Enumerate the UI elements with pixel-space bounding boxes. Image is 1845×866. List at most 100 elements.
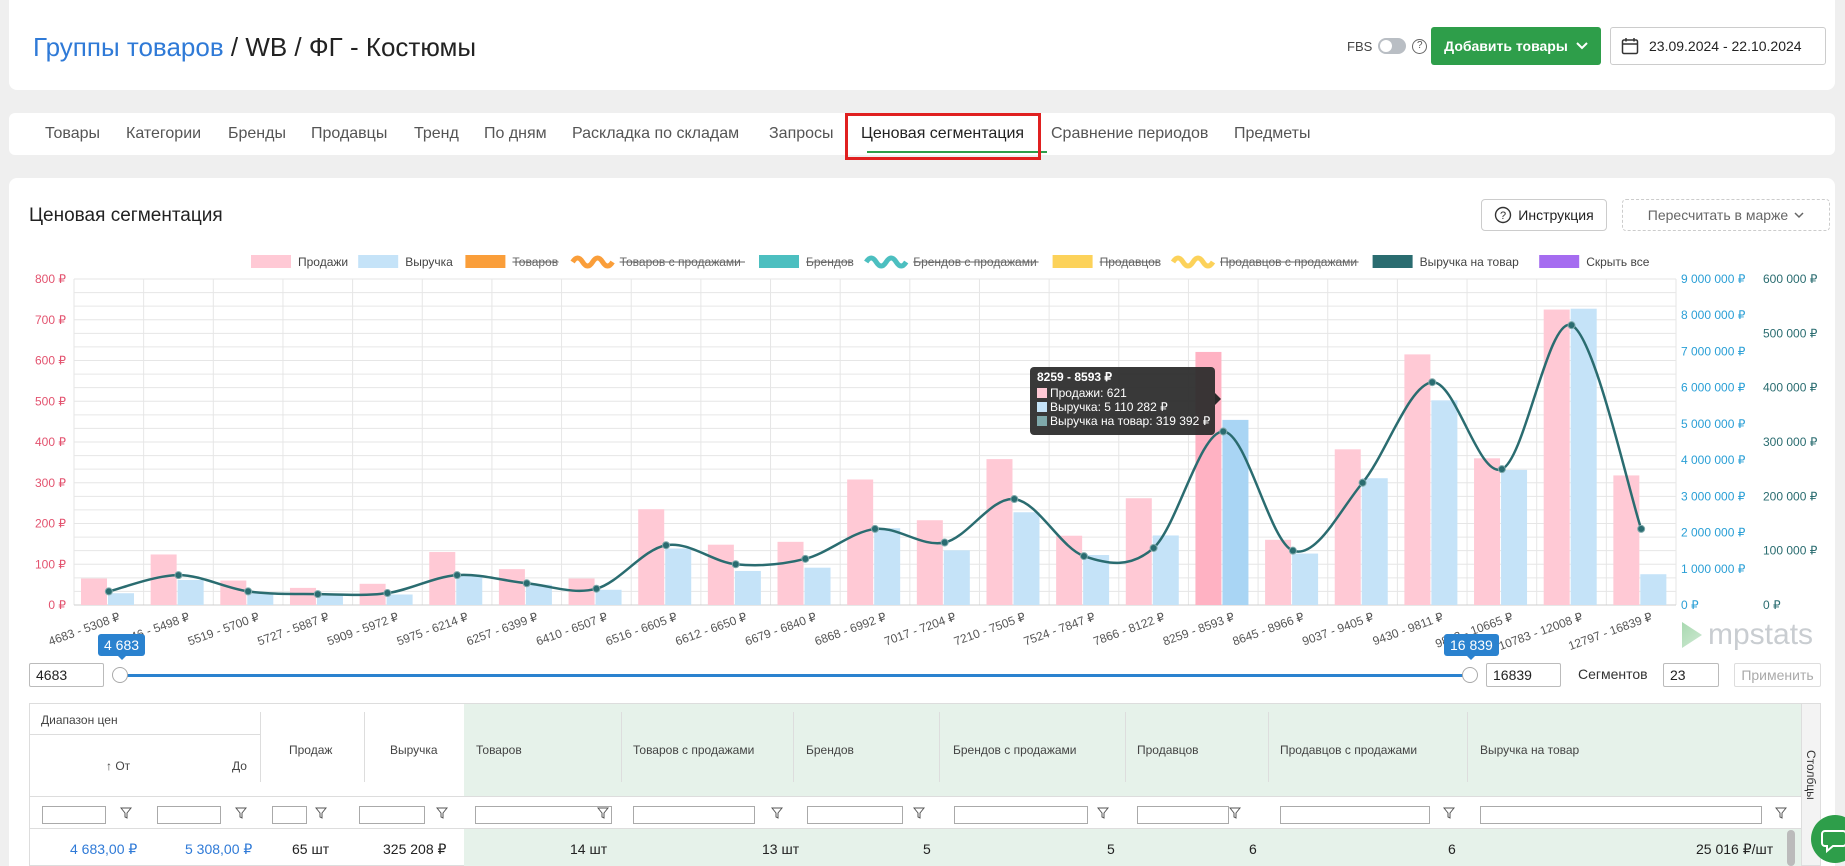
header-divider xyxy=(30,734,260,735)
column-filter-input[interactable] xyxy=(1480,806,1762,824)
sales-bar xyxy=(289,587,316,605)
fbs-toggle[interactable] xyxy=(1378,38,1407,54)
column-filter-input[interactable] xyxy=(1137,806,1229,824)
tab-by-days[interactable]: По дням xyxy=(484,125,547,142)
tab-queries[interactable]: Запросы xyxy=(769,125,834,142)
cell-to[interactable]: 5 308,00 ₽ xyxy=(185,841,253,857)
col-sales-header[interactable]: Продаж xyxy=(289,743,333,757)
slider-max-handle[interactable] xyxy=(1462,667,1478,683)
filter-funnel-icon[interactable] xyxy=(120,807,132,819)
col-from-header[interactable]: ↑ От xyxy=(106,759,131,773)
breadcrumb-product-groups[interactable]: Группы товаров xyxy=(33,32,224,62)
sales-bar xyxy=(1334,449,1361,605)
cell-from[interactable]: 4 683,00 ₽ xyxy=(70,841,138,857)
tab-subjects[interactable]: Предметы xyxy=(1234,125,1311,142)
legend-item[interactable]: Скрыть все xyxy=(1539,255,1650,269)
filter-funnel-icon[interactable] xyxy=(597,807,609,819)
x-tick-label: 6612 - 6650 ₽ xyxy=(673,610,749,649)
slider-min-handle[interactable] xyxy=(112,667,128,683)
legend-item[interactable]: Брендов с продажами xyxy=(864,255,1039,269)
x-tick-label: 9037 - 9405 ₽ xyxy=(1300,610,1376,649)
filter-funnel-icon[interactable] xyxy=(235,807,247,819)
sales-bar xyxy=(81,578,107,605)
revenue-bar xyxy=(1292,553,1319,605)
legend-item[interactable]: Продавцов с продажами xyxy=(1170,255,1359,269)
legend-item[interactable]: Товаров с продажами xyxy=(570,255,745,269)
recalc-margin-dropdown[interactable]: Пересчитать в марже xyxy=(1622,199,1830,231)
revenue-bar xyxy=(247,593,274,605)
right-axis-revenue-tick-label: 3 000 000 ₽ xyxy=(1681,489,1746,503)
column-filter-input[interactable] xyxy=(272,806,307,824)
legend-swatch xyxy=(1372,255,1413,268)
column-filter-input[interactable] xyxy=(157,806,221,824)
segments-table: Диапазон цен ↑ От До Продаж Выручка Това… xyxy=(29,703,1802,866)
filter-funnel-icon[interactable] xyxy=(1443,807,1455,819)
legend-item[interactable]: Брендов xyxy=(759,255,854,269)
segments-input[interactable] xyxy=(1663,663,1719,687)
legend-label: Выручка на товар xyxy=(1420,255,1520,269)
column-filter-input[interactable] xyxy=(633,806,755,824)
right-axis-revenue-per-item-tick-label: 300 000 ₽ xyxy=(1763,435,1818,449)
column-filter-input[interactable] xyxy=(807,806,903,824)
filter-funnel-icon[interactable] xyxy=(1229,807,1241,819)
filter-row xyxy=(30,796,1802,829)
col-separator xyxy=(1467,712,1468,782)
tab-brands[interactable]: Бренды xyxy=(228,125,286,142)
price-min-input[interactable] xyxy=(29,663,104,687)
price-range-slider-track[interactable] xyxy=(120,674,1470,677)
slider-max-label: 16 839 xyxy=(1444,634,1499,660)
tab-price-segmentation[interactable]: Ценовая сегментация xyxy=(861,125,1025,142)
tab-sellers[interactable]: Продавцы xyxy=(311,125,388,142)
col-brands-with-sales-header[interactable]: Брендов с продажами xyxy=(953,743,1077,757)
tab-trend[interactable]: Тренд xyxy=(414,125,459,142)
column-filter-input[interactable] xyxy=(954,806,1088,824)
line-point xyxy=(1219,427,1228,436)
date-range-picker[interactable]: 23.09.2024 - 22.10.2024 xyxy=(1610,27,1826,65)
table-scrollbar[interactable] xyxy=(1787,830,1795,866)
legend-item[interactable]: Продажи xyxy=(251,255,348,269)
filter-funnel-icon[interactable] xyxy=(436,807,448,819)
chat-support-button[interactable] xyxy=(1811,815,1845,863)
tab-warehouses[interactable]: Раскладка по складам xyxy=(572,125,740,142)
right-axis-revenue-tick-label: 4 000 000 ₽ xyxy=(1681,453,1746,467)
col-items-header[interactable]: Товаров xyxy=(476,743,522,757)
tooltip-line: Выручка на товар: 319 392 ₽ xyxy=(1050,414,1211,428)
legend-label: Скрыть все xyxy=(1586,255,1650,269)
columns-side-label[interactable]: Столбцы xyxy=(1804,750,1818,800)
filter-funnel-icon[interactable] xyxy=(913,807,925,819)
mpstats-logo-icon xyxy=(1682,622,1702,648)
tab-period-comparison[interactable]: Сравнение периодов xyxy=(1051,125,1209,142)
col-revenue-header[interactable]: Выручка xyxy=(390,743,438,757)
filter-funnel-icon[interactable] xyxy=(771,807,783,819)
line-point xyxy=(592,584,601,593)
instruction-button[interactable]: ? Инструкция xyxy=(1481,199,1607,231)
tab-categories[interactable]: Категории xyxy=(126,125,202,142)
column-filter-input[interactable] xyxy=(1280,806,1430,824)
legend-item[interactable]: Продавцов xyxy=(1052,255,1162,269)
tab-products[interactable]: Товары xyxy=(45,125,101,142)
filter-funnel-icon[interactable] xyxy=(315,807,327,819)
line-point xyxy=(1497,465,1506,474)
help-icon[interactable]: ? xyxy=(1412,38,1428,54)
price-max-input[interactable] xyxy=(1486,663,1561,687)
legend-item[interactable]: Товаров xyxy=(465,255,559,269)
col-items-with-sales-header[interactable]: Товаров с продажами xyxy=(633,743,755,757)
column-filter-input[interactable] xyxy=(475,806,612,824)
legend-swatch xyxy=(1539,255,1580,268)
col-brands-header[interactable]: Брендов xyxy=(806,743,854,757)
add-products-button[interactable]: Добавить товары xyxy=(1431,27,1601,65)
apply-button[interactable]: Применить xyxy=(1734,663,1821,687)
legend-item[interactable]: Выручка на товар xyxy=(1372,255,1520,269)
col-sellers-with-sales-header[interactable]: Продавцов с продажами xyxy=(1280,743,1418,757)
col-to-header[interactable]: До xyxy=(232,759,247,773)
col-sellers-header[interactable]: Продавцов xyxy=(1137,743,1199,757)
column-filter-input[interactable] xyxy=(42,806,106,824)
tooltip-box xyxy=(1030,367,1215,435)
col-revenue-per-item-header[interactable]: Выручка на товар xyxy=(1480,743,1580,757)
legend-swatch xyxy=(759,255,799,268)
line-point xyxy=(522,579,531,588)
legend-item[interactable]: Выручка xyxy=(358,255,453,269)
filter-funnel-icon[interactable] xyxy=(1097,807,1109,819)
filter-funnel-icon[interactable] xyxy=(1775,807,1787,819)
column-filter-input[interactable] xyxy=(359,806,425,824)
